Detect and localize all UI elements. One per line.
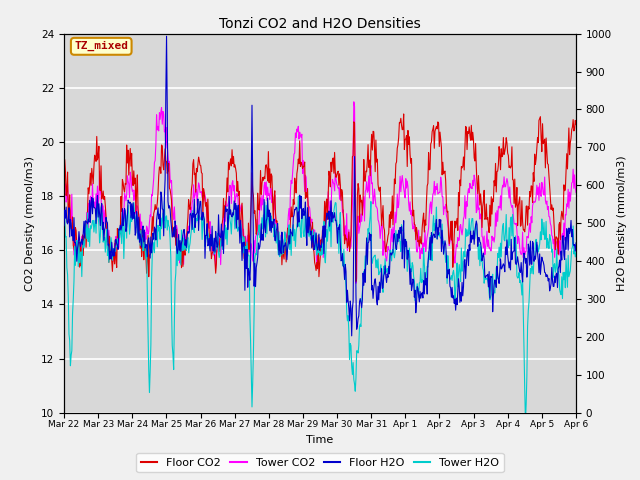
Y-axis label: H2O Density (mmol/m3): H2O Density (mmol/m3) <box>618 156 627 291</box>
Text: TZ_mixed: TZ_mixed <box>74 41 128 51</box>
X-axis label: Time: Time <box>307 435 333 445</box>
Title: Tonzi CO2 and H2O Densities: Tonzi CO2 and H2O Densities <box>219 17 421 31</box>
Y-axis label: CO2 Density (mmol/m3): CO2 Density (mmol/m3) <box>26 156 35 291</box>
Legend: Floor CO2, Tower CO2, Floor H2O, Tower H2O: Floor CO2, Tower CO2, Floor H2O, Tower H… <box>136 453 504 472</box>
